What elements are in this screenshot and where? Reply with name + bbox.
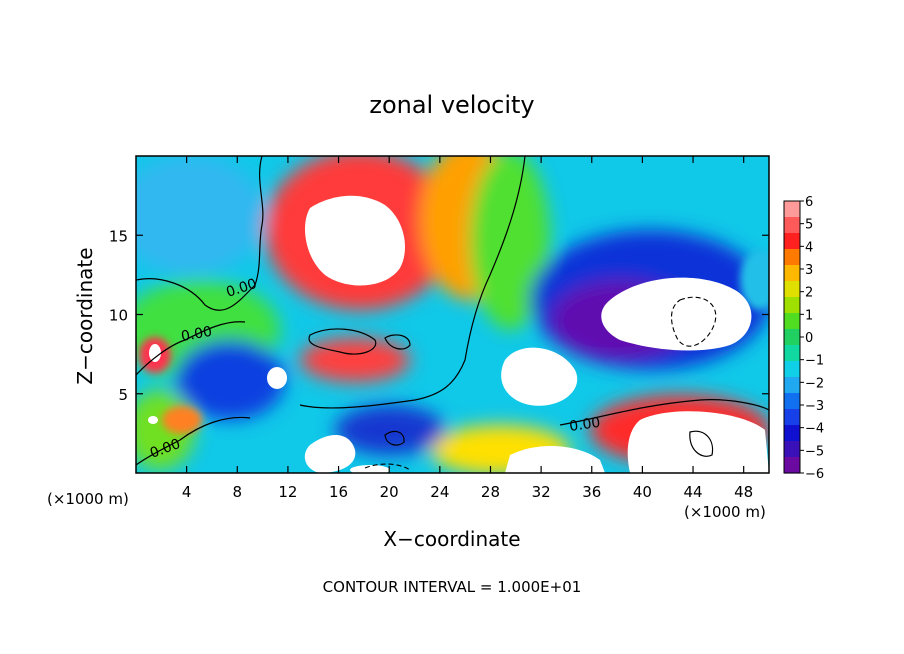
saturated-bottom-left (304, 434, 356, 473)
colorbar-segment (784, 393, 800, 410)
colorbar-segment (784, 361, 800, 378)
colorbar-tick-label: 4 (805, 240, 813, 255)
contour-zero-lower (136, 416, 251, 466)
colorbar-tick-label: −6 (805, 467, 824, 482)
colorbar-tick-label: 0 (805, 331, 813, 346)
colorbar-tick-label: −4 (805, 422, 824, 437)
x-tick-label: 16 (329, 483, 348, 501)
contour-closed-3 (384, 430, 405, 446)
x-unit-right: (×1000 m) (684, 503, 766, 521)
colorbar (783, 200, 801, 474)
saturated-bottom-center (505, 445, 605, 473)
colorbar-segment (784, 457, 800, 474)
x-tick-label: 12 (278, 483, 297, 501)
colorbar-segment (784, 409, 800, 426)
colorbar-segment (784, 313, 800, 330)
contour-dashed-right (670, 296, 717, 347)
x-tick-label: 44 (683, 483, 702, 501)
saturated-spot-1 (267, 367, 287, 389)
contour-interval-text: CONTOUR INTERVAL = 1.000E+01 (323, 578, 582, 596)
saturated-right-lower (501, 347, 578, 406)
colorbar-tick-label: −5 (805, 444, 824, 459)
colorbar-segment (784, 345, 800, 362)
colorbar-segment (784, 201, 800, 218)
colorbar-segment (784, 281, 800, 298)
contour-zero-upper (136, 156, 264, 311)
contour-lines (136, 156, 769, 466)
x-tick-label: 24 (430, 483, 449, 501)
colorbar-segment (784, 217, 800, 234)
saturated-top-center (305, 195, 405, 286)
x-tick-label: 40 (633, 483, 652, 501)
y-axis-label: Z−coordinate (73, 247, 97, 384)
y-tick-label: 15 (109, 227, 128, 245)
field-blob-green-band (470, 156, 550, 330)
x-axis-ticks: 4 8 12 16 20 24 28 32 36 40 44 48 (182, 156, 753, 501)
contour-closed-4 (689, 430, 714, 457)
saturated-bottom-right (627, 411, 769, 473)
field-blob-upper-left (136, 156, 265, 275)
y-axis-ticks: 5 10 15 (109, 227, 769, 404)
saturated-regions (148, 195, 769, 473)
x-tick-label: 4 (182, 483, 192, 501)
colorbar-segment (784, 297, 800, 314)
saturated-spot-2 (149, 344, 161, 362)
colorbar-tick-label: −2 (805, 376, 824, 391)
colorbar-tick-label: 6 (805, 195, 813, 210)
contour-zero-right (559, 399, 769, 426)
colorbar-segment (784, 233, 800, 250)
colorbar-segment (784, 377, 800, 394)
field-blob-bottom-blue (335, 405, 445, 455)
field-spot-right-cyan (740, 250, 769, 310)
contour-zero-front (299, 156, 526, 409)
colorbar-tick-label: 5 (805, 218, 813, 233)
heatmap-field: 0.00 0.00 0.00 0.00 (136, 156, 769, 473)
x-tick-label: 20 (380, 483, 399, 501)
colorbar-segment (784, 329, 800, 346)
contour-closed-1 (308, 328, 377, 355)
colorbar-segment (784, 265, 800, 282)
colorbar-tick-label: 1 (805, 308, 813, 323)
colorbar-tick-label: −1 (805, 354, 824, 369)
field-spot-left-yellow (162, 406, 202, 434)
contour-dashed-bottom (364, 463, 411, 471)
x-tick-label: 8 (233, 483, 243, 501)
colorbar-segment (784, 441, 800, 458)
x-tick-label: 32 (532, 483, 551, 501)
x-tick-label: 28 (481, 483, 500, 501)
contour-zero-middle (136, 321, 246, 376)
saturated-spot-3 (148, 416, 158, 424)
chart-title: zonal velocity (369, 91, 534, 119)
colorbar-ticks: 6 5 4 3 2 1 0 −1 −2 −3 −4 −5 −6 (800, 195, 824, 482)
y-tick-label: 10 (109, 307, 128, 325)
saturated-spot-4 (350, 465, 390, 473)
x-tick-label: 36 (582, 483, 601, 501)
y-tick-label: 5 (118, 386, 128, 404)
saturated-right (601, 277, 752, 351)
colorbar-tick-label: 2 (805, 286, 813, 301)
colorbar-segment (784, 249, 800, 266)
x-axis-label: X−coordinate (383, 527, 520, 551)
x-unit-left: (×1000 m) (47, 490, 129, 508)
field-blob-mid-red (300, 338, 410, 382)
colorbar-tick-label: −3 (805, 399, 824, 414)
contour-label-4: 0.00 (568, 415, 601, 435)
colorbar-segment (784, 425, 800, 442)
field-blob-left-blue (175, 340, 285, 420)
contour-closed-2 (384, 334, 411, 350)
x-tick-label: 48 (734, 483, 753, 501)
colorbar-tick-label: 3 (805, 263, 813, 278)
contour-label-2: 0.00 (180, 324, 213, 345)
